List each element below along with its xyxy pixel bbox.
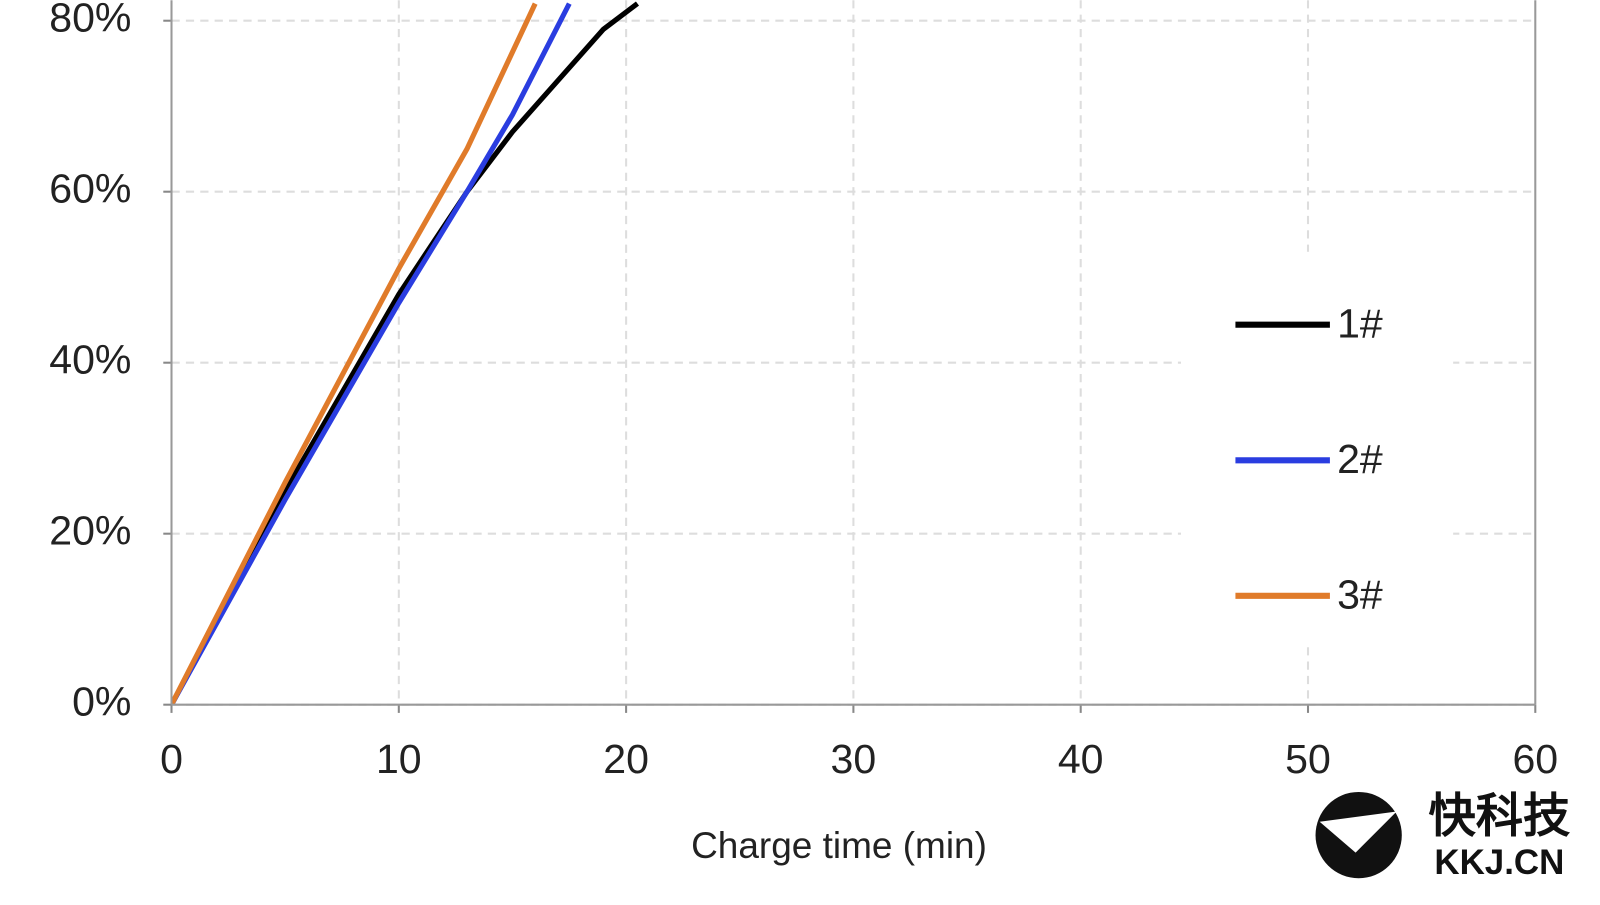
x-tick-label: 50 (1285, 736, 1331, 782)
series-line (171, 1, 640, 705)
x-tick-label: 10 (376, 736, 422, 782)
series-layer (171, 1, 640, 705)
series-line (171, 2, 538, 705)
watermark: 快科技 KKJ.CN (1315, 790, 1571, 882)
y-tick-label: 20% (49, 508, 131, 554)
legend-box (1181, 251, 1454, 648)
x-tick-label: 40 (1058, 736, 1104, 782)
watermark-subtitle: KKJ.CN (1434, 843, 1564, 882)
logo-arrow (1319, 811, 1397, 853)
x-tick-label: 30 (831, 736, 877, 782)
legend-label: 3# (1337, 572, 1383, 618)
y-tick-label: 40% (49, 337, 131, 383)
x-tick-label: 20 (603, 736, 649, 782)
legend-label: 2# (1337, 436, 1383, 482)
series-line (171, 2, 572, 705)
y-tick-label: 0% (72, 679, 131, 725)
watermark-title: 快科技 (1429, 790, 1571, 843)
x-axis-label: Charge time (min) (691, 825, 987, 866)
legend-label: 1# (1337, 301, 1383, 347)
x-tick-label: 60 (1512, 736, 1558, 782)
y-tick-label: 60% (49, 166, 131, 212)
y-tick-label: 80% (49, 0, 131, 41)
x-tick-label: 0 (160, 736, 183, 782)
